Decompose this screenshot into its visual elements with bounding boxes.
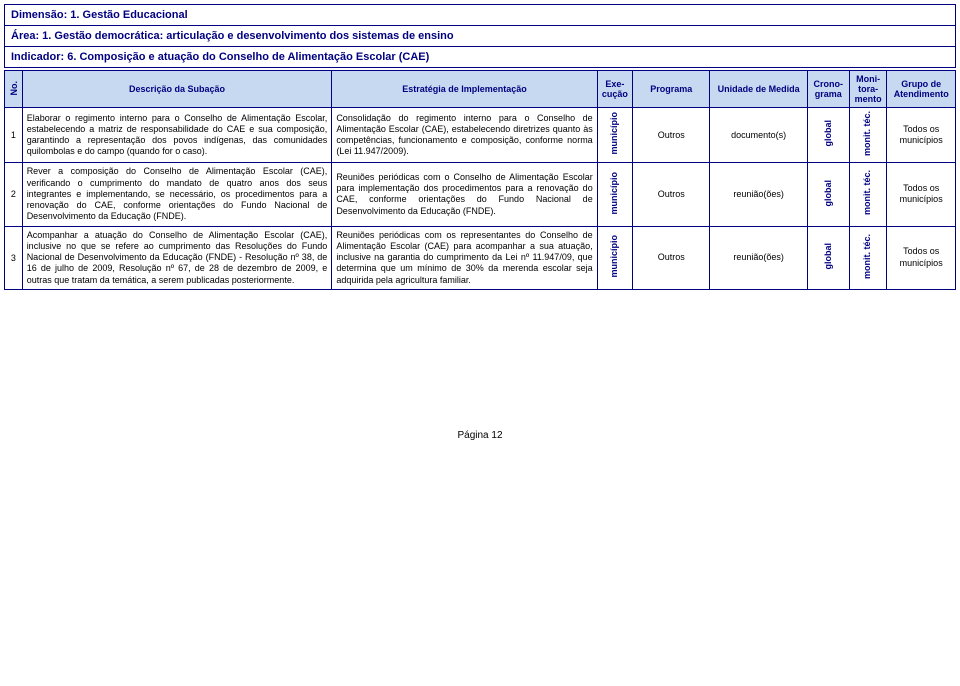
cell-descricao: Acompanhar a atuação do Conselho de Alim… xyxy=(22,226,332,289)
header-area: Área: 1. Gestão democrática: articulação… xyxy=(5,26,955,47)
cell-execucao: município xyxy=(597,226,632,289)
cell-no: 3 xyxy=(5,226,23,289)
table-row: 1Elaborar o regimento interno para o Con… xyxy=(5,108,956,163)
main-table: No. Descrição da Subação Estratégia de I… xyxy=(4,70,956,290)
cell-programa: Outros xyxy=(633,108,710,163)
col-programa: Programa xyxy=(633,71,710,108)
header-dimensao: Dimensão: 1. Gestão Educacional xyxy=(5,5,955,26)
col-unidade: Unidade de Medida xyxy=(710,71,807,108)
table-row: 3Acompanhar a atuação do Conselho de Ali… xyxy=(5,226,956,289)
cell-grupo: Todos os municípios xyxy=(887,108,956,163)
cell-grupo: Todos os municípios xyxy=(887,226,956,289)
cell-cronograma: global xyxy=(807,226,849,289)
cell-execucao: município xyxy=(597,108,632,163)
col-estrategia: Estratégia de Implementação xyxy=(332,71,597,108)
table-row: 2Rever a composição do Conselho de Alime… xyxy=(5,163,956,226)
cell-estrategia: Reuniões periódicas com os representante… xyxy=(332,226,597,289)
col-descricao: Descrição da Subação xyxy=(22,71,332,108)
cell-cronograma: global xyxy=(807,163,849,226)
cell-monitoramento: monit. téc. xyxy=(849,108,887,163)
cell-monitoramento: monit. téc. xyxy=(849,226,887,289)
cell-unidade: documento(s) xyxy=(710,108,807,163)
cell-descricao: Elaborar o regimento interno para o Cons… xyxy=(22,108,332,163)
col-no: No. xyxy=(5,71,23,108)
cell-programa: Outros xyxy=(633,163,710,226)
page: Dimensão: 1. Gestão Educacional Área: 1.… xyxy=(0,0,960,445)
cell-grupo: Todos os municípios xyxy=(887,163,956,226)
cell-programa: Outros xyxy=(633,226,710,289)
cell-estrategia: Consolidação do regimento interno para o… xyxy=(332,108,597,163)
header-box: Dimensão: 1. Gestão Educacional Área: 1.… xyxy=(4,4,956,68)
col-execucao: Exe- cução xyxy=(597,71,632,108)
cell-no: 2 xyxy=(5,163,23,226)
cell-cronograma: global xyxy=(807,108,849,163)
cell-unidade: reunião(ões) xyxy=(710,226,807,289)
cell-execucao: município xyxy=(597,163,632,226)
col-grupo: Grupo de Atendimento xyxy=(887,71,956,108)
cell-monitoramento: monit. téc. xyxy=(849,163,887,226)
cell-no: 1 xyxy=(5,108,23,163)
cell-descricao: Rever a composição do Conselho de Alimen… xyxy=(22,163,332,226)
header-indicador: Indicador: 6. Composição e atuação do Co… xyxy=(5,47,955,67)
table-body: 1Elaborar o regimento interno para o Con… xyxy=(5,108,956,290)
col-cronograma: Crono- grama xyxy=(807,71,849,108)
table-head: No. Descrição da Subação Estratégia de I… xyxy=(5,71,956,108)
cell-estrategia: Reuniões periódicas com o Conselho de Al… xyxy=(332,163,597,226)
cell-unidade: reunião(ões) xyxy=(710,163,807,226)
page-footer: Página 12 xyxy=(4,430,956,441)
col-monitoramento: Moni- tora- mento xyxy=(849,71,887,108)
